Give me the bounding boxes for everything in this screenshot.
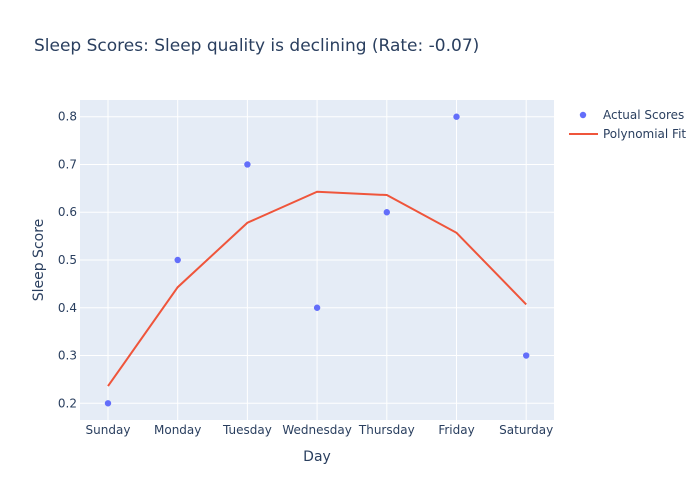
actual-score-point xyxy=(453,113,460,120)
x-tick-label: Wednesday xyxy=(282,423,351,437)
x-tick-label: Thursday xyxy=(358,423,415,437)
y-axis-title: Sleep Score xyxy=(31,219,47,302)
y-tick-label: 0.7 xyxy=(58,157,77,171)
polynomial-fit-line xyxy=(107,190,527,387)
actual-score-point xyxy=(244,161,251,168)
x-tick-label: Friday xyxy=(438,423,474,437)
y-tick-label: 0.4 xyxy=(58,301,77,315)
actual-score-point xyxy=(174,256,181,264)
actual-score-point xyxy=(313,304,321,311)
y-tick-label: 0.2 xyxy=(58,396,77,410)
actual-score-point xyxy=(104,400,112,407)
x-tick-label: Sunday xyxy=(86,423,131,437)
x-tick-label: Saturday xyxy=(499,423,553,437)
x-tick-label: Monday xyxy=(154,423,201,437)
y-tick-label: 0.6 xyxy=(58,205,77,219)
y-tick-label: 0.5 xyxy=(58,253,77,267)
series-layer xyxy=(104,113,530,407)
chart-title: Sleep Scores: Sleep quality is declining… xyxy=(34,36,479,56)
y-axis-ticks: 0.2 0.3 0.4 0.5 0.6 0.7 0.8 xyxy=(58,110,77,411)
actual-score-point xyxy=(523,352,530,359)
actual-score-point xyxy=(383,209,390,216)
legend-item[interactable]: Actual Scores xyxy=(579,108,684,122)
legend[interactable]: Actual Scores Polynomial Fit xyxy=(569,108,686,141)
x-tick-label: Tuesday xyxy=(222,423,272,437)
legend-label: Actual Scores xyxy=(603,108,684,122)
legend-item[interactable]: Polynomial Fit xyxy=(569,127,686,141)
y-tick-label: 0.3 xyxy=(58,349,77,363)
y-tick-label: 0.8 xyxy=(58,110,77,124)
legend-marker-point xyxy=(579,111,587,119)
x-axis-ticks: Sunday Monday Tuesday Wednesday Thursday Frid… xyxy=(86,423,554,437)
legend-label: Polynomial Fit xyxy=(603,127,686,141)
x-axis-title: Day xyxy=(303,449,331,465)
